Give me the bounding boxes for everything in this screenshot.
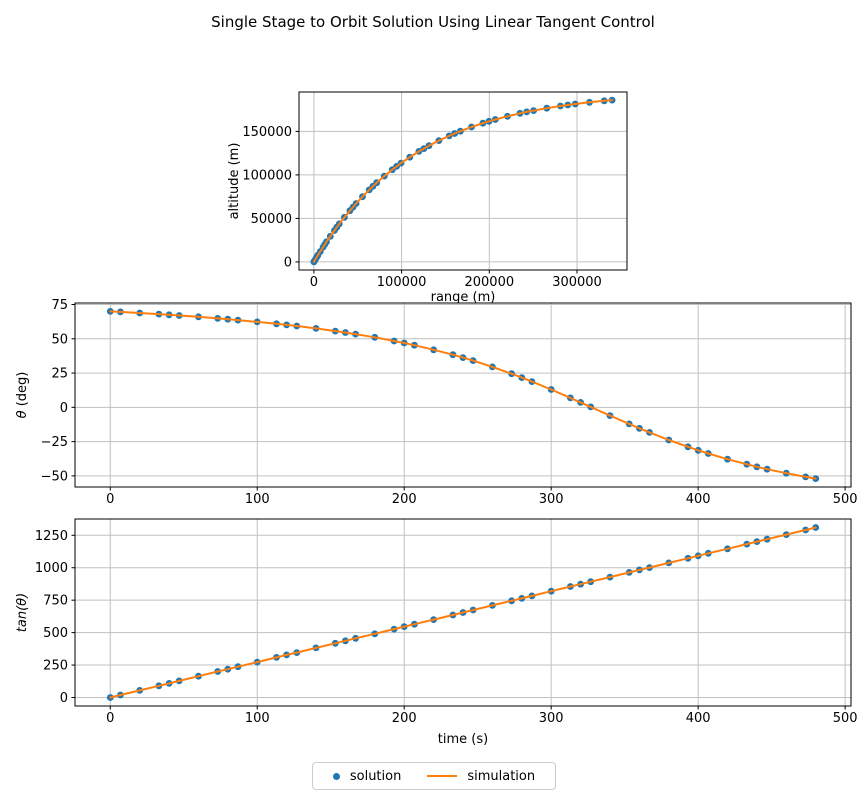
y-tick-label: −25: [41, 435, 68, 450]
legend-item-simulation: simulation: [427, 769, 535, 784]
y-tick-label: −50: [41, 469, 68, 484]
x-tick-label: 300: [539, 492, 564, 507]
legend-label-simulation: simulation: [467, 768, 536, 784]
axes-spines: [74, 302, 852, 488]
y-axis-label: tan(θ): [15, 593, 30, 632]
y-axis: −50 −25 0 25 50 75: [41, 298, 75, 484]
x-tick-label: 400: [686, 711, 711, 726]
x-tick-label: 0: [106, 492, 114, 507]
simulation-line: [109, 310, 817, 480]
grid-lines: [75, 303, 851, 487]
axes-spines: [298, 91, 628, 271]
solution-dot-marker-icon: [332, 772, 340, 780]
y-tick-label: 50: [51, 332, 68, 347]
simulation-line: [109, 526, 817, 699]
x-axis: 0 100 200 300 400 500: [106, 487, 858, 507]
x-tick-label: 100000: [377, 275, 427, 290]
x-tick-label: 0: [106, 711, 114, 726]
x-axis: 0 100000 200000 300000: [310, 270, 602, 290]
y-axis: 0 50000 100000 150000: [242, 125, 299, 270]
x-tick-label: 200000: [464, 275, 514, 290]
x-tick-label: 100: [245, 492, 270, 507]
y-tick-label: 1000: [35, 561, 68, 576]
y-tick-label: 0: [60, 691, 68, 706]
tan-theta-vs-time-chart: 0 100 200 300 400 500 0 250 500 750 1000 1250 time (…: [15, 518, 858, 747]
y-tick-label: 500: [43, 626, 68, 641]
x-tick-label: 500: [833, 492, 858, 507]
y-axis-label: altitude (m): [227, 143, 242, 220]
legend: solution simulation: [312, 762, 556, 790]
x-axis-label: time (s): [438, 732, 488, 747]
altitude-vs-range-chart: 0 100000 200000 300000 0 50000 100000 150000 ran…: [227, 91, 628, 305]
x-tick-label: 200: [392, 711, 417, 726]
legend-item-solution: solution: [332, 768, 402, 784]
y-tick-label: 1250: [35, 529, 68, 544]
grid-lines: [75, 519, 851, 706]
legend-label-solution: solution: [349, 768, 402, 784]
x-axis-label: range (m): [431, 290, 496, 305]
y-tick-label: 0: [284, 255, 292, 270]
y-tick-label: 0: [60, 401, 68, 416]
axes-background: [299, 92, 627, 270]
y-tick-label: 750: [43, 594, 68, 609]
x-tick-label: 400: [686, 492, 711, 507]
x-tick-label: 0: [310, 275, 318, 290]
y-tick-label: 150000: [242, 125, 292, 140]
y-axis: 0 250 500 750 1000 1250: [35, 529, 75, 706]
y-tick-label: 25: [51, 367, 68, 382]
x-tick-label: 100: [245, 711, 270, 726]
x-tick-label: 200: [392, 492, 417, 507]
simulation-line-marker-icon: [427, 775, 458, 777]
theta-vs-time-chart: 0 100 200 300 400 500 −50 −25 0 25 50 75 θ (deg): [15, 298, 858, 507]
axes-spines: [74, 518, 852, 707]
figure-title: Single Stage to Orbit Solution Using Lin…: [211, 13, 655, 31]
y-tick-label: 250: [43, 659, 68, 674]
axes-background: [75, 303, 851, 487]
x-tick-label: 300: [539, 711, 564, 726]
x-axis: 0 100 200 300 400 500: [106, 706, 858, 726]
x-tick-label: 500: [833, 711, 858, 726]
y-tick-label: 100000: [242, 168, 292, 183]
y-tick-label: 75: [51, 298, 68, 313]
x-tick-label: 300000: [552, 275, 602, 290]
y-tick-label: 50000: [251, 212, 292, 227]
simulation-line: [312, 99, 614, 263]
y-axis-label: θ (deg): [15, 372, 30, 419]
